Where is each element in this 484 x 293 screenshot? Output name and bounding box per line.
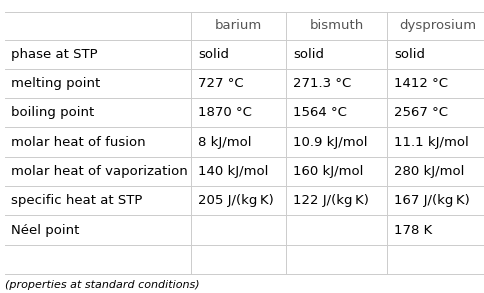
Text: 11.1 kJ/mol: 11.1 kJ/mol bbox=[394, 136, 469, 149]
Text: barium: barium bbox=[215, 19, 262, 32]
Text: melting point: melting point bbox=[11, 77, 100, 90]
Text: specific heat at STP: specific heat at STP bbox=[11, 194, 142, 207]
Text: boiling point: boiling point bbox=[11, 106, 94, 119]
Text: 1870 °C: 1870 °C bbox=[198, 106, 252, 119]
Text: 2567 °C: 2567 °C bbox=[394, 106, 449, 119]
Text: dysprosium: dysprosium bbox=[399, 19, 477, 32]
Text: solid: solid bbox=[394, 48, 425, 61]
Text: molar heat of fusion: molar heat of fusion bbox=[11, 136, 145, 149]
Text: 1412 °C: 1412 °C bbox=[394, 77, 449, 90]
Text: 178 K: 178 K bbox=[394, 224, 433, 236]
Text: bismuth: bismuth bbox=[309, 19, 363, 32]
Text: 205 J/(kg K): 205 J/(kg K) bbox=[198, 194, 274, 207]
Text: 1564 °C: 1564 °C bbox=[293, 106, 347, 119]
Text: solid: solid bbox=[198, 48, 229, 61]
Text: Néel point: Néel point bbox=[11, 224, 79, 236]
Text: 280 kJ/mol: 280 kJ/mol bbox=[394, 165, 465, 178]
Text: solid: solid bbox=[293, 48, 324, 61]
Text: 10.9 kJ/mol: 10.9 kJ/mol bbox=[293, 136, 367, 149]
Text: 167 J/(kg K): 167 J/(kg K) bbox=[394, 194, 470, 207]
Text: 271.3 °C: 271.3 °C bbox=[293, 77, 351, 90]
Text: 727 °C: 727 °C bbox=[198, 77, 244, 90]
Text: (properties at standard conditions): (properties at standard conditions) bbox=[5, 280, 199, 290]
Text: phase at STP: phase at STP bbox=[11, 48, 97, 61]
Text: 8 kJ/mol: 8 kJ/mol bbox=[198, 136, 252, 149]
Text: 160 kJ/mol: 160 kJ/mol bbox=[293, 165, 363, 178]
Text: molar heat of vaporization: molar heat of vaporization bbox=[11, 165, 187, 178]
Text: 140 kJ/mol: 140 kJ/mol bbox=[198, 165, 269, 178]
Text: 122 J/(kg K): 122 J/(kg K) bbox=[293, 194, 369, 207]
